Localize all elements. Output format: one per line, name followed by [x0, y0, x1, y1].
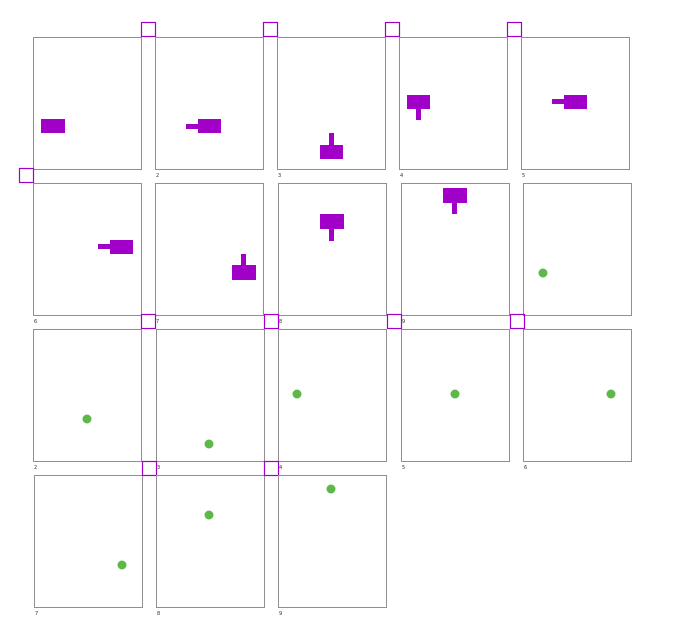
arrow-down-icon-body	[407, 95, 430, 109]
panel-label: 4	[279, 465, 282, 471]
square-marker-icon	[18, 167, 35, 184]
dot-icon	[204, 510, 214, 520]
panel-frame-14	[401, 329, 510, 462]
arrow-left-icon-stem	[552, 99, 564, 104]
panel-frame-4	[399, 37, 508, 170]
panel-label: 5	[522, 173, 525, 179]
panel-frame-17	[156, 475, 265, 608]
panel-label: 9	[279, 611, 282, 617]
panel-frame-3	[277, 37, 386, 170]
arrow-down-icon-stem	[452, 203, 457, 214]
panel-frame-12	[156, 329, 265, 462]
panel-label: 4	[400, 173, 403, 179]
panel-frame-18	[278, 475, 387, 608]
panel-frame-10	[523, 183, 632, 316]
panel-label: 7	[35, 611, 38, 617]
dot-icon	[450, 389, 460, 399]
panel-frame-7	[155, 183, 264, 316]
panel-frame-16	[34, 475, 143, 608]
arrow-down-icon-body	[443, 188, 467, 203]
panel-frame-9	[401, 183, 510, 316]
arrow-up-icon-stem	[241, 254, 246, 265]
square-marker-icon	[140, 313, 157, 330]
panel-frame-13	[278, 329, 387, 462]
rect-icon-body	[41, 119, 65, 133]
square-marker-icon	[263, 313, 280, 330]
panel-label: 6	[524, 465, 527, 471]
dot-icon	[326, 484, 336, 494]
arrow-left-icon-stem	[98, 244, 110, 249]
dot-icon	[292, 389, 302, 399]
panel-frame-11	[33, 329, 142, 462]
square-marker-icon	[384, 21, 401, 38]
arrow-left-icon-body	[110, 240, 133, 254]
panel-label: 9	[402, 319, 405, 325]
square-marker-icon	[262, 21, 279, 38]
square-marker-icon	[506, 21, 523, 38]
panel-frame-5	[521, 37, 630, 170]
panel-label: 2	[34, 465, 37, 471]
arrow-down-icon-stem	[329, 229, 334, 241]
panel-label: 8	[157, 611, 160, 617]
dot-icon	[204, 439, 214, 449]
dot-icon	[117, 560, 127, 570]
panel-frame-1	[33, 37, 142, 170]
arrow-down-icon-body	[320, 214, 344, 229]
arrow-up-icon-body	[232, 265, 256, 280]
panel-frame-8	[278, 183, 387, 316]
arrow-left-icon-body	[198, 119, 221, 133]
dot-icon	[82, 414, 92, 424]
arrow-down-icon-stem	[416, 109, 421, 120]
panel-frame-15	[523, 329, 632, 462]
panel-label: 8	[279, 319, 282, 325]
arrow-left-icon-stem	[186, 124, 198, 129]
arrow-up-icon-body	[320, 145, 343, 159]
panel-label: 2	[156, 173, 159, 179]
square-marker-icon	[509, 313, 526, 330]
panel-label: 3	[278, 173, 281, 179]
square-marker-icon	[140, 21, 157, 38]
panel-frame-6	[33, 183, 142, 316]
square-marker-icon	[263, 460, 280, 477]
panel-label: 7	[156, 319, 159, 325]
panel-label: 3	[157, 465, 160, 471]
dot-icon	[538, 268, 548, 278]
panel-label: 5	[402, 465, 405, 471]
square-marker-icon	[141, 460, 158, 477]
dot-icon	[606, 389, 616, 399]
panel-label: 6	[34, 319, 37, 325]
arrow-up-icon-stem	[329, 133, 334, 145]
panel-frame-2	[155, 37, 264, 170]
square-marker-icon	[386, 313, 403, 330]
arrow-left-icon-body	[564, 95, 587, 109]
